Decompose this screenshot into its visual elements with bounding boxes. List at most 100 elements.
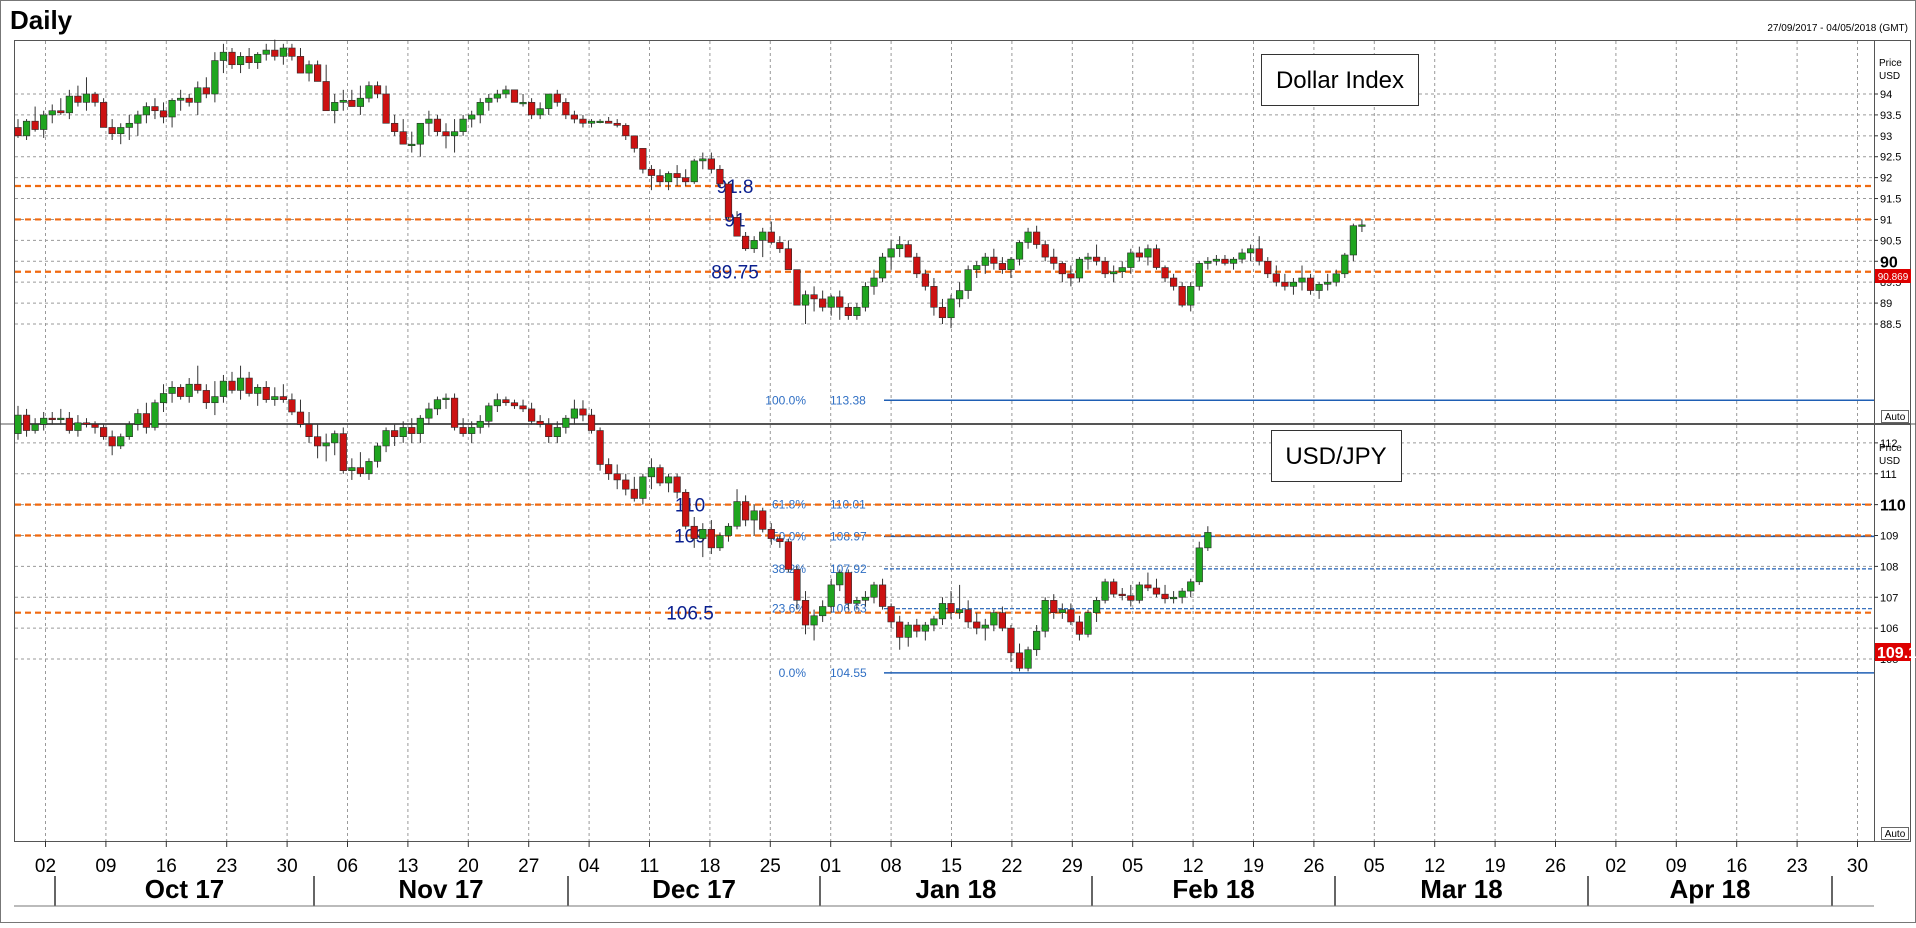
dxy-candle-body	[142, 106, 151, 116]
usdjpy-candle-body	[1127, 595, 1135, 601]
usdjpy-candle-body	[622, 479, 630, 490]
dxy-candle-body	[605, 120, 613, 124]
usdjpy-candle-body	[767, 529, 775, 539]
usdjpy-candle-body	[40, 417, 48, 425]
dxy-candle-body	[1289, 281, 1298, 287]
dxy-candle-body	[1358, 224, 1366, 227]
dxy-candle-body	[1195, 263, 1203, 287]
x-tick-label: 26	[1303, 856, 1324, 877]
usdjpy-candle-body	[1161, 593, 1169, 600]
usdjpy-candle-body	[1050, 600, 1058, 613]
usdjpy-panel-title: USD/JPY	[1285, 443, 1386, 470]
usdjpy-auto-button[interactable]	[1881, 827, 1909, 840]
usdjpy-candle-body	[896, 621, 904, 638]
usdjpy-candle-body	[31, 424, 39, 431]
usdjpy-candle-body	[313, 436, 322, 447]
dxy-candle-body	[1075, 258, 1084, 279]
usdjpy-candle-body	[579, 408, 587, 416]
usdjpy-axis-title-price: Price	[1879, 443, 1902, 454]
dxy-candle-body	[1187, 286, 1195, 306]
usdjpy-candle-body	[159, 393, 168, 404]
dxy-candle-body	[245, 56, 253, 63]
dxy-candle-body	[485, 97, 493, 103]
dxy-candle-body	[356, 97, 365, 107]
dxy-candle-body	[1264, 260, 1272, 275]
dxy-candle-body	[1178, 286, 1186, 306]
dxy-candle-body	[990, 256, 998, 264]
usdjpy-candle-body	[819, 606, 827, 617]
usdjpy-candle-body	[177, 386, 185, 397]
dxy-candle-body	[510, 89, 519, 103]
dxy-candle-body	[545, 93, 553, 109]
level-label: 106.5	[666, 604, 714, 625]
usdjpy-candle-body	[254, 386, 262, 394]
usdjpy-candle-body	[656, 467, 664, 484]
usdjpy-candle-body	[305, 424, 313, 438]
usdjpy-candle-body	[741, 501, 750, 521]
dxy-candle-body	[493, 93, 501, 99]
dxy-candle-body	[1272, 273, 1280, 283]
usdjpy-candle-body	[1195, 547, 1203, 583]
dxy-candle-body	[878, 256, 887, 279]
usdjpy-candle-body	[391, 430, 399, 437]
dxy-candle-body	[570, 114, 578, 120]
usdjpy-candle-body	[673, 476, 681, 493]
dxy-candle-body	[1058, 263, 1066, 275]
dxy-candle-body	[1349, 225, 1357, 256]
usdjpy-candle-body	[433, 399, 442, 410]
dxy-candle-body	[836, 296, 844, 308]
dxy-candle-body	[1152, 248, 1161, 268]
x-month-label: Oct 17	[145, 874, 225, 904]
dxy-candle-body	[125, 122, 133, 128]
usdjpy-candle-body	[1015, 652, 1024, 669]
usdjpy-auto-label: Auto	[1885, 829, 1906, 840]
dxy-candle-body	[596, 120, 604, 123]
dxy-candle-body	[1229, 258, 1238, 264]
usdjpy-candle-body	[57, 417, 65, 421]
usdjpy-title-box	[1271, 430, 1402, 482]
x-tick-label: 05	[1122, 856, 1143, 877]
y-tick-label: 111	[1880, 469, 1897, 481]
dxy-candle-body	[262, 49, 270, 55]
usdjpy-candle-body	[331, 433, 339, 444]
dxy-auto-button[interactable]	[1881, 410, 1909, 423]
usdjpy-candle-body	[1110, 581, 1118, 595]
dxy-candle-body	[433, 118, 442, 132]
dxy-candle-body	[1041, 244, 1049, 258]
dxy-candle-body	[1050, 256, 1058, 264]
date-range: 27/09/2017 - 04/05/2018 (GMT)	[1767, 23, 1908, 34]
x-tick-label: 12	[1183, 856, 1204, 877]
usdjpy-candle-body	[784, 541, 792, 570]
y-tick-label: 90.5	[1880, 235, 1901, 247]
usdjpy-candle-body	[930, 618, 938, 626]
y-tick-label: 88.5	[1880, 319, 1901, 331]
dxy-candle-body	[468, 114, 476, 120]
usdjpy-candle-body	[793, 569, 801, 601]
usdjpy-candle-body	[1144, 584, 1152, 589]
usdjpy-candle-body	[211, 396, 219, 404]
candle-layer	[14, 39, 1366, 672]
dxy-candle-body	[1281, 281, 1289, 287]
usdjpy-candle-body	[955, 609, 964, 613]
x-month-label: Feb 18	[1172, 874, 1254, 904]
dxy-candle-body	[185, 97, 193, 103]
level-label: 110	[675, 496, 705, 517]
dxy-candle-body	[288, 47, 296, 57]
dxy-candle-body	[450, 131, 459, 137]
dxy-candle-body	[365, 85, 373, 99]
x-tick-label: 23	[1787, 856, 1808, 877]
usdjpy-candle-body	[630, 488, 638, 499]
usdjpy-candle-body	[168, 386, 176, 394]
dxy-candle-body	[1247, 248, 1255, 254]
usdjpy-candle-body	[527, 408, 536, 422]
usdjpy-candle-body	[450, 397, 459, 428]
fib-price-label: 113.38	[830, 393, 866, 407]
usdjpy-candle-body	[1024, 649, 1032, 669]
y-tick-label: 93	[1880, 131, 1892, 143]
fib-price-label: 104.55	[830, 666, 867, 680]
dxy-candle-body	[254, 53, 262, 63]
usdjpy-candle-body	[1101, 581, 1109, 601]
y-tick-label: 109	[1880, 531, 1898, 543]
x-month-label: Dec 17	[652, 874, 736, 904]
